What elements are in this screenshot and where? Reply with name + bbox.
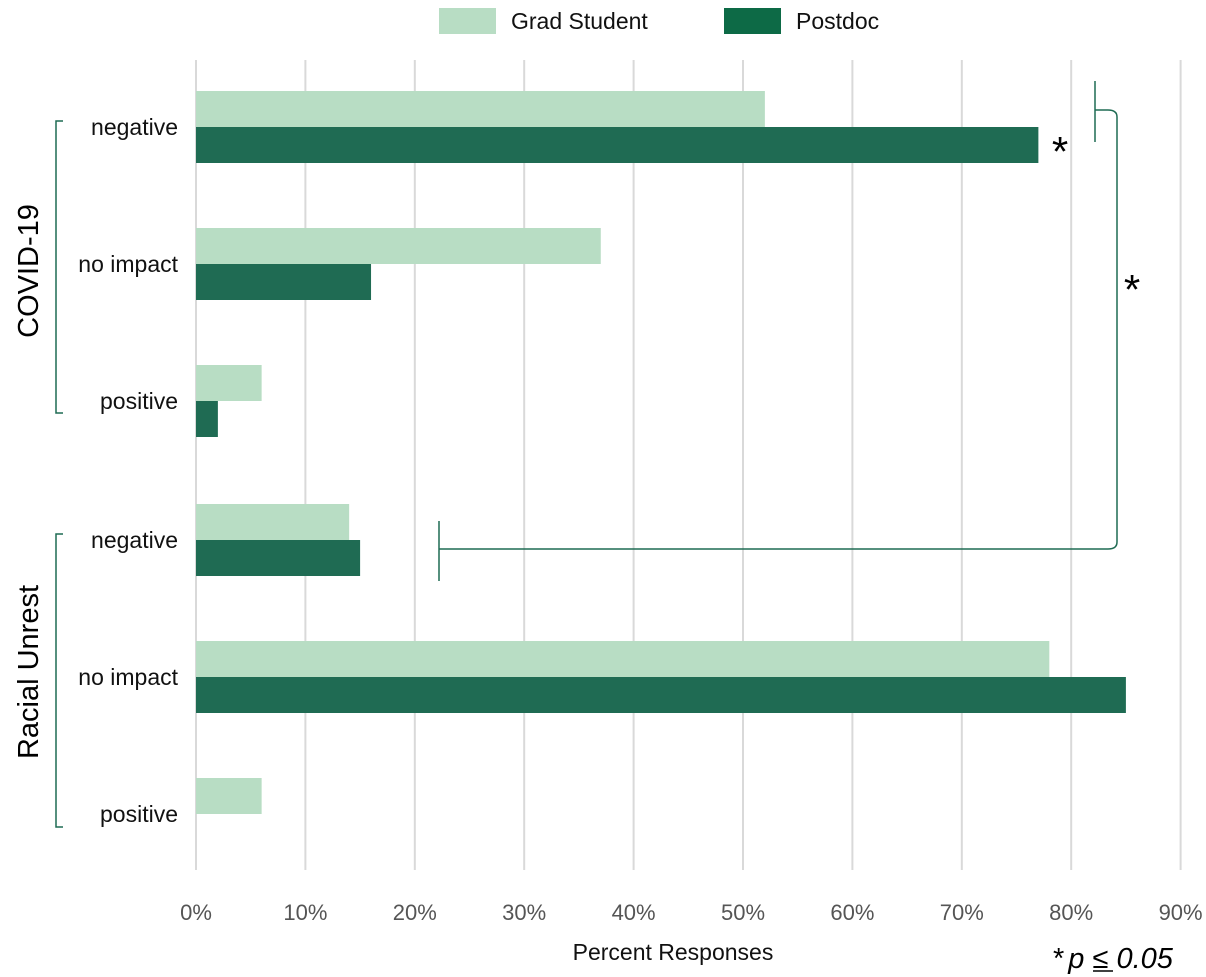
x-tick-label: 40%	[612, 900, 656, 925]
group-label-racial: Racial Unrest	[13, 585, 45, 759]
category-label: negative	[91, 114, 178, 140]
bars	[196, 91, 1126, 814]
significance-note-text: p ≤ 0.05	[1067, 943, 1173, 975]
bar-grad-student	[196, 365, 262, 401]
legend-label-grad-student: Grad Student	[511, 8, 648, 34]
bar-postdoc	[196, 264, 372, 300]
category-label: positive	[100, 801, 178, 827]
bar-grad-student	[196, 91, 765, 127]
bar-grad-student	[196, 641, 1050, 677]
racial-group-bracket	[55, 533, 63, 828]
bar-grad-student	[196, 778, 262, 814]
bar-postdoc	[196, 540, 361, 576]
gridlines	[195, 60, 1182, 870]
bar-postdoc	[196, 677, 1126, 713]
x-tick-label: 0%	[180, 900, 212, 925]
bar-grad-student	[196, 504, 350, 540]
legend-swatch-postdoc	[724, 8, 781, 34]
category-label: no impact	[78, 664, 178, 690]
x-axis-ticks: 0% 10% 20% 30% 40% 50% 60% 70% 80% 90%	[180, 900, 1203, 925]
group-label-covid: COVID-19	[13, 204, 45, 338]
x-tick-label: 80%	[1049, 900, 1093, 925]
x-axis-title: Percent Responses	[573, 939, 774, 965]
significance-note-star: *	[1053, 943, 1064, 975]
significance-note: * p ≤ 0.05	[1053, 943, 1174, 975]
bar-postdoc	[196, 401, 218, 437]
x-tick-label: 20%	[393, 900, 437, 925]
category-label: negative	[91, 527, 178, 553]
significance-star-covid-negative: *	[1052, 128, 1068, 175]
x-tick-label: 60%	[830, 900, 874, 925]
significance-bracket-postdoc	[438, 81, 1118, 581]
covid-group-bracket	[55, 120, 63, 414]
bar-postdoc	[196, 127, 1039, 163]
category-label: no impact	[78, 251, 178, 277]
legend-swatch-grad-student	[439, 8, 496, 34]
category-labels: negative no impact positive negative no impa…	[78, 114, 178, 827]
x-tick-label: 10%	[283, 900, 327, 925]
x-tick-label: 50%	[721, 900, 765, 925]
significance-star-covid-vs-racial: *	[1124, 266, 1140, 313]
x-tick-label: 90%	[1159, 900, 1203, 925]
category-label: positive	[100, 388, 178, 414]
bar-grad-student	[196, 228, 601, 264]
x-tick-label: 70%	[940, 900, 984, 925]
x-tick-label: 30%	[502, 900, 546, 925]
legend-label-postdoc: Postdoc	[796, 8, 879, 34]
